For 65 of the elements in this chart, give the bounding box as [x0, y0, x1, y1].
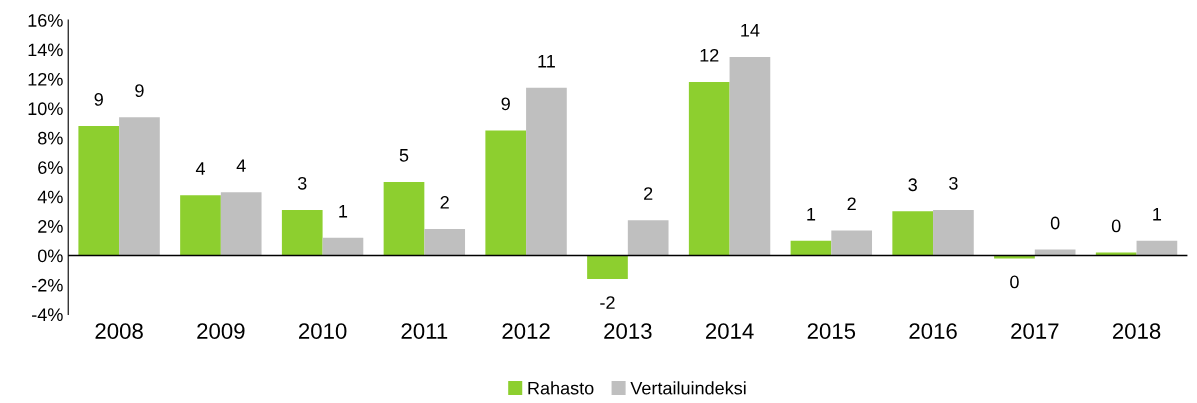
bar [119, 117, 160, 256]
bar [933, 209, 974, 256]
bar [688, 81, 730, 256]
x-tick-label: 2011 [401, 323, 448, 339]
x-tick-label: 2010 [298, 323, 347, 339]
y-tick-label: 8% [38, 131, 63, 145]
data-label: 9 [135, 84, 144, 97]
y-tick-label: 2% [38, 220, 63, 233]
bar [383, 181, 425, 256]
y-tick-label: -4% [32, 308, 63, 321]
y-tick-label: 6% [38, 161, 63, 174]
data-label: 4 [236, 159, 246, 172]
x-tick-label: 2017 [1011, 323, 1059, 339]
y-tick-label: 14% [28, 43, 63, 57]
data-label: 11 [538, 54, 555, 68]
x-tick-label: 2014 [705, 323, 754, 339]
data-label: -2 [600, 296, 615, 309]
data-label: 1 [807, 207, 816, 221]
bar [587, 255, 628, 280]
bar [78, 126, 120, 256]
x-tick-label: 2018 [1112, 323, 1161, 339]
data-label: 0 [1010, 275, 1019, 289]
legend-label: Rahasto [528, 381, 594, 395]
x-tick-label: 2015 [807, 323, 856, 339]
data-label: 3 [949, 176, 958, 190]
bar [627, 220, 669, 256]
bar [485, 130, 527, 256]
y-tick-label: -2% [32, 278, 63, 292]
bar [892, 211, 934, 256]
data-label: 0 [1050, 216, 1060, 230]
data-label: 3 [908, 178, 917, 192]
x-tick-label: 2013 [604, 323, 652, 339]
legend-label: Vertailuindeksi [630, 381, 746, 395]
data-label: 3 [297, 176, 307, 190]
y-tick-label: 10% [28, 102, 63, 116]
bar [729, 56, 771, 256]
bar [424, 229, 466, 256]
data-label: 4 [195, 162, 205, 175]
y-tick-label: 12% [28, 72, 63, 86]
bar [1136, 240, 1178, 256]
data-label: 5 [399, 149, 409, 162]
data-label: 0 [1111, 219, 1121, 233]
bar [831, 230, 873, 256]
data-label: 2 [440, 196, 449, 209]
data-label: 1 [339, 205, 348, 218]
data-label: 9 [501, 97, 510, 111]
y-tick-label: 0% [37, 249, 63, 263]
data-label: 9 [94, 93, 103, 106]
y-tick-label: 4% [37, 190, 63, 204]
x-tick-label: 2016 [909, 323, 957, 339]
bar [322, 237, 364, 256]
y-tick-label: 16% [28, 14, 63, 27]
data-label: 14 [741, 24, 760, 37]
bar [526, 87, 567, 256]
data-label: 2 [847, 197, 856, 211]
bar [281, 209, 323, 256]
bar [790, 240, 832, 256]
data-label: 2 [644, 187, 653, 200]
data-label: 12 [700, 48, 719, 62]
bar [180, 195, 221, 256]
bar [220, 192, 262, 256]
x-tick-label: 2009 [197, 323, 245, 339]
data-label: 1 [1153, 207, 1162, 221]
x-tick-label: 2012 [502, 323, 550, 339]
x-tick-label: 2008 [95, 323, 143, 339]
